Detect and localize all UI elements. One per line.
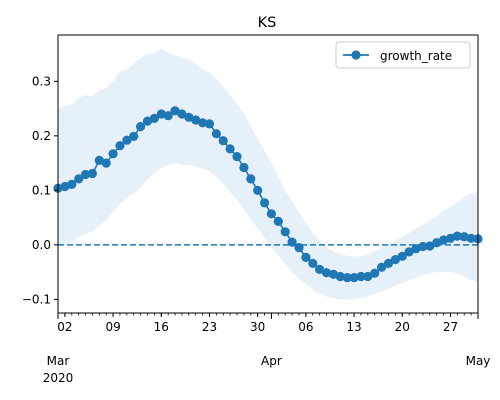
x-minor-tick-label: 06 [298,320,313,334]
data-point [94,155,104,165]
data-point [149,113,159,123]
data-point [115,141,125,151]
x-month-label: Mar [47,354,70,368]
data-point [142,116,153,126]
data-point [129,131,139,141]
data-point [218,136,228,146]
y-tick-label: 0.2 [32,129,51,143]
data-point [411,244,421,254]
x-minor-tick-label: 13 [346,320,361,334]
chart-title: KS [258,15,277,31]
x-minor-tick-label: 09 [105,320,120,334]
data-point [136,122,146,132]
data-point [101,158,111,168]
data-point [452,231,462,241]
legend-marker-swatch [351,50,361,60]
data-point [390,255,400,265]
x-minor-tick-label: 27 [443,320,458,334]
y-tick-label: 0.0 [32,238,51,252]
data-point [287,237,297,247]
data-point [204,119,215,129]
data-point [108,149,118,159]
confidence-band [58,48,478,300]
y-tick-label: 0.3 [32,74,51,88]
data-point [370,268,380,278]
data-point [80,169,91,180]
y-tick-label: −0.1 [22,292,51,306]
legend: growth_rate [335,41,471,69]
data-point [67,179,77,189]
data-point [466,233,476,243]
x-minor-tick-label: 23 [202,320,217,334]
data-point [328,269,338,279]
data-point [122,135,132,145]
data-point [170,106,180,116]
data-point [294,243,304,253]
data-point [321,268,332,278]
legend-label: growth_rate [380,49,452,63]
legend-frame [335,41,471,69]
data-point [459,232,469,242]
data-point [163,111,173,121]
data-point [60,181,70,192]
x-minor-tick-label: 02 [57,320,72,334]
data-point [184,112,194,122]
data-point [239,162,249,173]
y-axis: −0.1 0.0 0.1 0.2 0.3 [22,74,58,306]
data-point [87,168,97,179]
data-point [156,109,166,119]
data-point [418,241,428,252]
x-minor-tick-label: 20 [395,320,410,334]
data-point [342,273,352,283]
x-axis: 02 09 16 23 30 06 13 20 27 Mar 2020 Apr May [43,313,491,385]
data-point [280,227,290,237]
plot-area [53,34,483,314]
data-point [211,129,221,139]
x-month-label: Apr [261,354,282,368]
data-point [74,174,84,184]
data-point [308,258,318,268]
data-point [439,235,449,245]
data-point [253,185,263,195]
data-point [383,258,394,268]
data-point [301,252,311,262]
plot-frame [57,34,479,314]
x-year-label: 2020 [43,371,74,385]
data-point [315,264,325,274]
y-tick-label: 0.1 [32,183,51,197]
data-point [404,247,414,257]
data-point [225,144,235,154]
data-point [198,118,208,128]
data-point [363,271,373,282]
data-point [349,273,359,283]
data-point [266,209,276,219]
data-point [191,115,201,125]
x-month-label: May [466,354,491,368]
data-point [232,152,242,162]
x-minor-tick-label: 16 [154,320,169,334]
data-point [246,174,256,184]
data-point [273,216,283,226]
data-point [425,241,435,251]
data-point [335,271,345,282]
data-point [432,238,442,248]
data-point [377,262,387,272]
data-point [397,251,407,261]
data-point [260,198,270,208]
data-point [177,109,187,119]
x-minor-tick-label: 30 [250,320,265,334]
data-point [356,271,366,282]
